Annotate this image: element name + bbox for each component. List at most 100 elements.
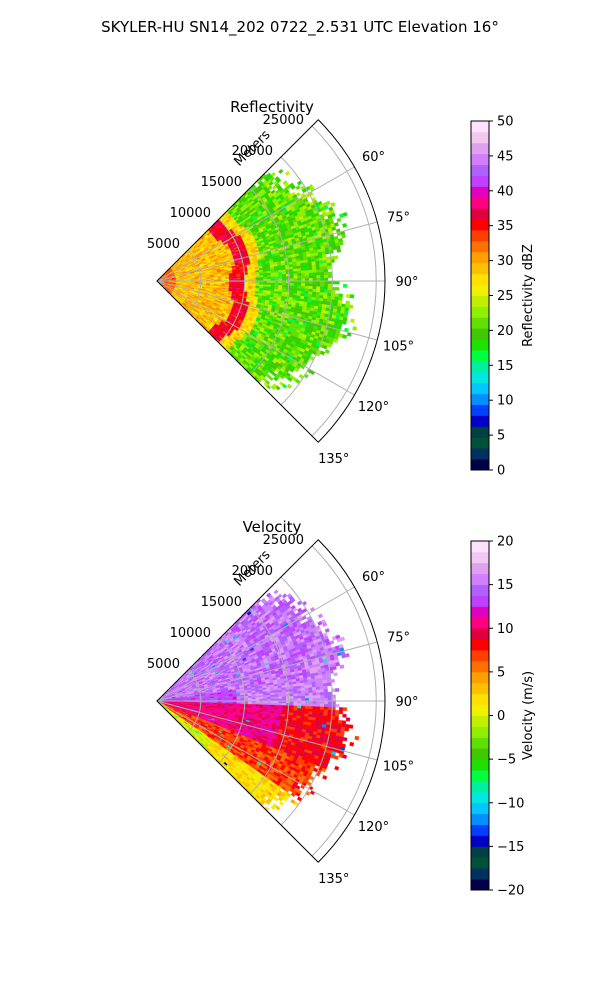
data-cell [315, 266, 321, 271]
data-cell [236, 276, 241, 279]
data-cell [281, 271, 287, 275]
colorbar-segment [471, 240, 489, 253]
data-cell [323, 286, 329, 291]
data-cell [301, 275, 306, 279]
reflectivity-panel: Reflectivity500010000150002000025000Mete… [147, 98, 536, 479]
data-cell [322, 260, 328, 264]
data-cell [295, 185, 301, 191]
data-cell [274, 284, 279, 288]
data-cell [247, 282, 253, 285]
data-cell [255, 277, 260, 280]
data-cell [308, 288, 313, 293]
colorbar-segment [471, 262, 489, 275]
data-cell [315, 291, 321, 296]
data-cell [327, 286, 332, 291]
data-cell [270, 286, 275, 290]
figure-title: SKYLER-HU SN14_202 0722_2.531 UTC Elevat… [101, 18, 499, 37]
data-cell [304, 272, 310, 276]
data-cell [319, 269, 325, 273]
data-cell [312, 283, 317, 287]
colorbar-segment [471, 175, 489, 187]
data-cell [322, 257, 327, 261]
data-cell [278, 168, 284, 175]
data-cell [323, 292, 328, 297]
data-cell [330, 202, 336, 207]
data-cell [278, 276, 283, 280]
angle-tick-label: 135° [318, 452, 349, 467]
colorbar-segment [471, 251, 489, 264]
colorbar-tick-label: 40 [497, 184, 514, 199]
data-cell [270, 270, 275, 274]
data-cell [304, 264, 309, 269]
data-cell [274, 282, 279, 286]
data-cell [311, 264, 317, 268]
data-cell [297, 285, 302, 289]
data-cell [327, 271, 332, 276]
data-cell [266, 272, 271, 276]
data-cell [251, 282, 256, 285]
data-cell [297, 273, 302, 277]
data-cell [334, 299, 339, 304]
colorbar-segment [471, 426, 489, 438]
colorbar-segment [471, 306, 489, 318]
data-cell [333, 255, 339, 260]
data-cell [266, 276, 272, 280]
data-cell [289, 273, 294, 277]
colorbar-tick-label: 30 [497, 254, 514, 269]
data-cell [300, 288, 306, 292]
data-cell [325, 250, 330, 255]
data-cell [259, 282, 264, 285]
data-cell [278, 285, 283, 288]
data-cells [156, 168, 358, 391]
colorbar-segment [471, 371, 489, 384]
data-cell [240, 277, 245, 280]
data-cell [336, 217, 342, 223]
data-cell [326, 295, 332, 300]
data-cell [326, 259, 331, 264]
colorbar-segment [471, 153, 489, 166]
data-cell [301, 283, 306, 287]
data-cell [320, 272, 325, 276]
colorbar-segment [471, 186, 489, 198]
data-cell [345, 300, 350, 305]
data-cell [282, 285, 287, 288]
data-cell [342, 223, 348, 228]
angle-tick-label: 60° [362, 150, 385, 165]
data-cell [278, 272, 283, 275]
data-cell [270, 282, 275, 286]
data-cell [297, 283, 302, 287]
data-cell [327, 289, 332, 294]
data-cell [334, 293, 340, 298]
data-cell [217, 278, 222, 281]
data-cell [319, 289, 325, 293]
colorbar-segment [471, 350, 489, 362]
data-cell [270, 284, 275, 288]
colorbar-segment [471, 197, 489, 209]
data-cell [323, 283, 329, 288]
data-cell [289, 283, 294, 286]
data-cell [346, 294, 351, 299]
data-cell [312, 272, 317, 276]
radial-tick-label: 25000 [263, 113, 304, 128]
data-cell [282, 283, 287, 286]
data-cell [338, 293, 343, 298]
data-cell [277, 269, 283, 273]
angle-tick-label: 75° [387, 210, 410, 225]
data-cell [312, 266, 317, 271]
colorbar-segment [471, 328, 489, 340]
data-cell [296, 265, 302, 269]
data-cell [263, 277, 268, 280]
data-cell [350, 318, 355, 324]
data-cell [266, 274, 272, 278]
data-cell [322, 298, 328, 302]
data-cell [270, 274, 275, 278]
data-cell [319, 263, 324, 267]
data-cell [312, 286, 317, 290]
data-cell [323, 271, 329, 276]
data-cell [316, 272, 321, 276]
data-cell [323, 295, 328, 300]
data-cell [293, 271, 298, 274]
colorbar-segment [471, 121, 489, 133]
colorbar-tick-label: 45 [497, 149, 514, 164]
data-cell [341, 233, 346, 239]
